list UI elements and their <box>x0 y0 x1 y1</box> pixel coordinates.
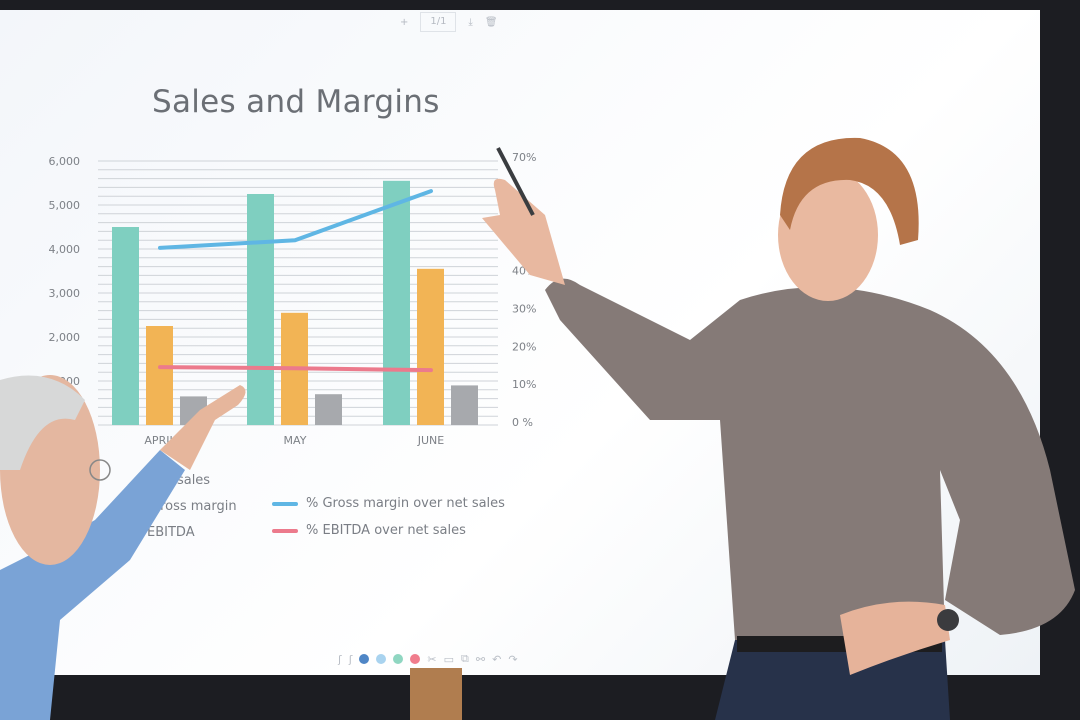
plus-icon[interactable]: + <box>400 16 409 28</box>
legend-ebitda-pct: % EBITDA over net sales <box>272 523 466 538</box>
y-left-tick: 4,000 <box>49 243 81 256</box>
color-swatch-blue[interactable] <box>359 654 370 664</box>
bar-ebitda <box>315 394 342 425</box>
legend-swatch <box>272 501 298 506</box>
redo-icon[interactable]: ↷ <box>508 652 518 666</box>
page-indicator[interactable]: 1/1 <box>420 12 457 32</box>
y-right-tick: 20% <box>512 340 536 353</box>
chart-title: Sales and Margins <box>152 84 440 120</box>
legend-ebitda: EBITDA <box>147 525 195 540</box>
bar-net-sales <box>247 194 274 425</box>
y-left-tick: 3,000 <box>49 287 81 300</box>
presenter <box>482 137 1075 720</box>
pen-icon[interactable]: ʃ <box>338 652 342 666</box>
scissors-icon[interactable]: ✂ <box>427 652 437 666</box>
glass-jar <box>410 668 462 720</box>
y-right-tick: 30% <box>512 302 536 315</box>
color-swatch-red[interactable] <box>410 654 421 664</box>
legend-gross-margin: Gross margin <box>150 499 237 514</box>
y-left-tick: 5,000 <box>49 199 81 212</box>
share-icon[interactable]: ⚯ <box>475 652 486 666</box>
screen-bottom-toolbar: ʃ ʃ ✂ ▭ ⧉ ⚯ ↶ ↷ <box>338 652 518 666</box>
highlighter-icon[interactable]: ʃ <box>348 652 353 666</box>
color-swatch-lightblue[interactable] <box>376 654 387 664</box>
legend-label: % Gross margin over net sales <box>306 496 505 511</box>
trash-icon[interactable]: 🗑 <box>484 16 498 28</box>
bar-net-sales <box>383 180 410 425</box>
audience-member <box>0 375 246 720</box>
legend-label: % EBITDA over net sales <box>306 523 466 538</box>
legend-label: Gross margin <box>150 499 237 514</box>
undo-icon[interactable]: ↶ <box>492 652 502 666</box>
copy-icon[interactable]: ⧉ <box>461 652 469 665</box>
y-right-tick: 0 % <box>512 416 533 429</box>
x-tick: MAY <box>284 434 307 447</box>
bar-net-sales <box>112 227 139 425</box>
y-right-tick: 10% <box>512 378 536 391</box>
frame-icon[interactable]: ▭ <box>443 652 455 666</box>
bar-ebitda <box>451 385 478 425</box>
y-left-tick: 6,000 <box>49 155 81 168</box>
screen-top-toolbar: + 1/1 ⤓ 🗑 <box>400 12 498 32</box>
legend-label: EBITDA <box>147 525 195 540</box>
legend-swatch <box>272 528 298 533</box>
y-left-tick: 2,000 <box>49 331 81 344</box>
download-icon[interactable]: ⤓ <box>468 16 473 28</box>
bar-gross-margin <box>146 326 173 425</box>
y-right-tick: 70% <box>512 151 536 164</box>
legend-gross-margin-pct: % Gross margin over net sales <box>272 496 505 511</box>
line--gross-margin-over-net-sales <box>158 189 433 250</box>
line--ebitda-over-net-sales <box>158 365 433 373</box>
bar-gross-margin <box>417 268 444 425</box>
x-tick: JUNE <box>417 434 445 447</box>
color-swatch-green[interactable] <box>393 654 404 664</box>
